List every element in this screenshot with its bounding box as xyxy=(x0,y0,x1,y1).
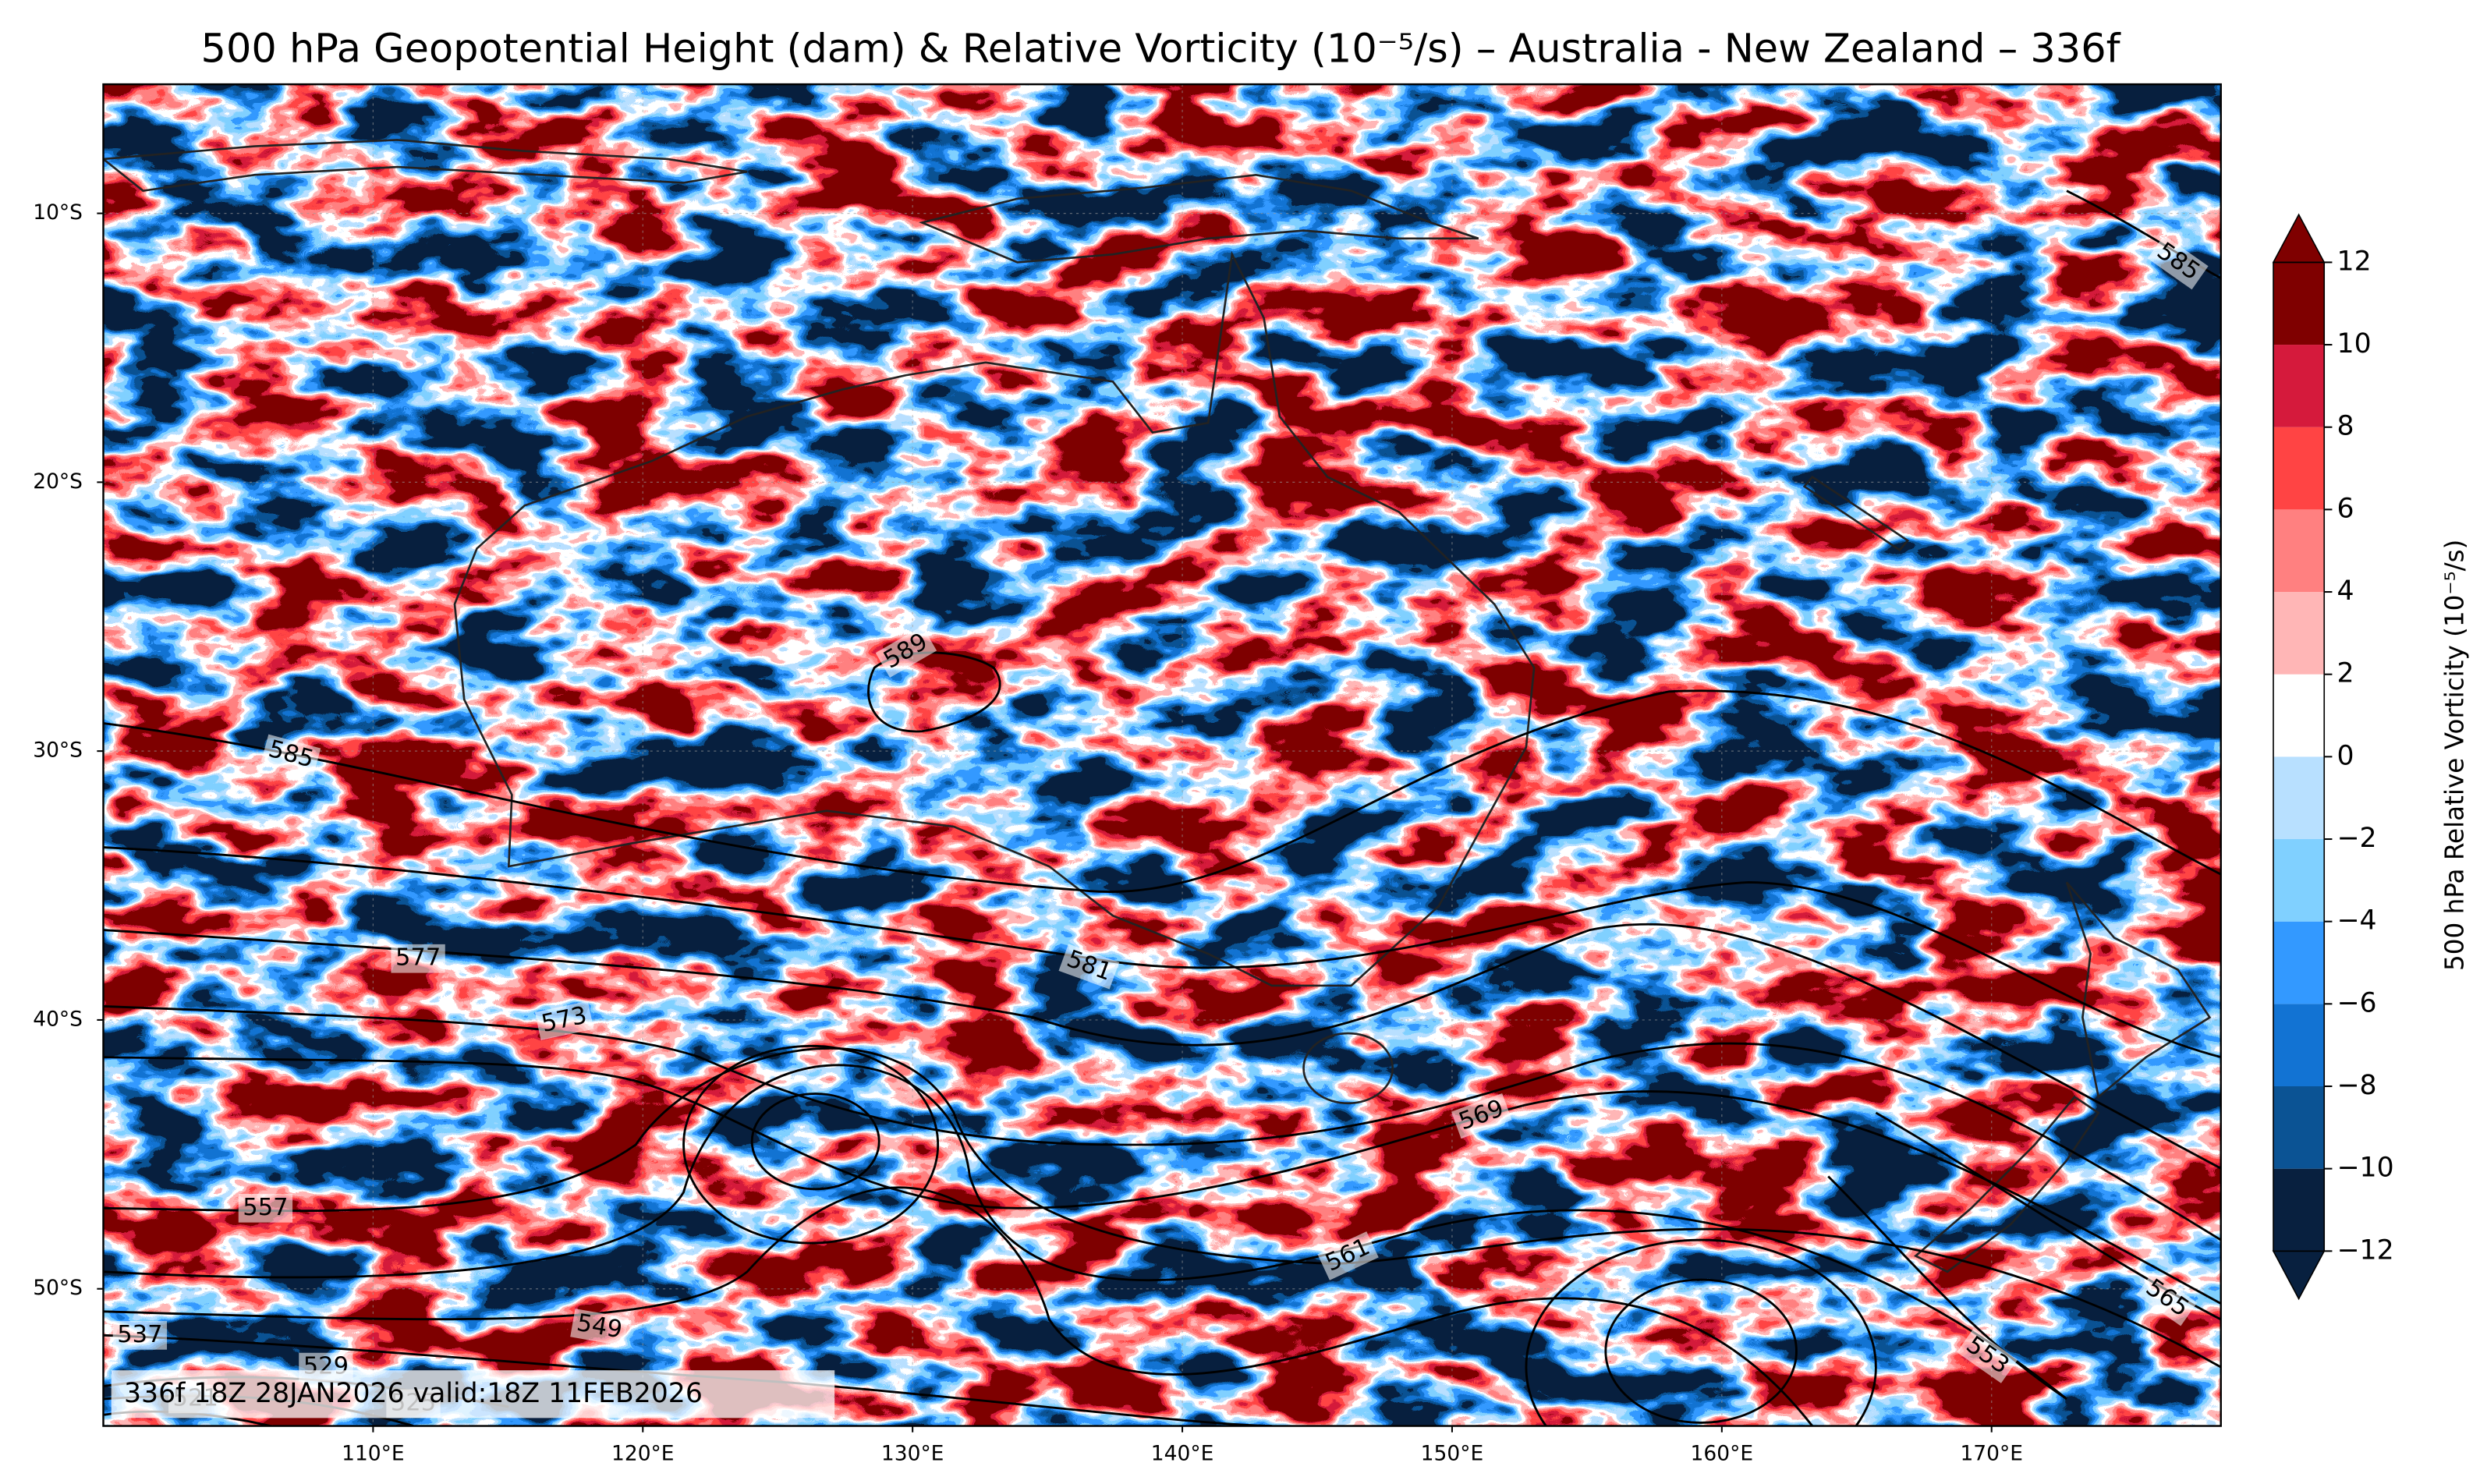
colorbar-tick-label: −6 xyxy=(2337,987,2377,1018)
colorbar-bin xyxy=(2273,756,2325,840)
contour-line xyxy=(103,1056,2221,1305)
lat-tick-label: 30°S xyxy=(33,738,83,763)
colorbar-bin xyxy=(2273,509,2325,593)
coastlines xyxy=(103,139,2212,1273)
contour-label-bg xyxy=(112,1321,168,1350)
contour-label-group: 537 xyxy=(112,1321,168,1350)
colorbar: −12 −10 −8 −6 −4 −2 0 2 4 6 8 10 12 xyxy=(2272,213,2394,1301)
lon-tick-label: 130°E xyxy=(881,1442,944,1466)
colorbar-extend-low xyxy=(2272,1250,2326,1301)
colorbar-tick-label: −4 xyxy=(2337,905,2377,937)
map-frame xyxy=(102,83,2222,1427)
colorbar-tick-label: 12 xyxy=(2337,246,2372,277)
colorbar-bin xyxy=(2273,592,2325,675)
contour-line xyxy=(103,1064,2067,1401)
colorbar-tick-label: 10 xyxy=(2337,328,2372,359)
colorbar-tick-label: −12 xyxy=(2337,1234,2394,1266)
contour-line xyxy=(1827,1175,2067,1401)
lat-tick-label: 10°S xyxy=(33,200,83,225)
colorbar-tick-label: 8 xyxy=(2337,411,2354,442)
lat-tick-label: 50°S xyxy=(33,1276,83,1300)
low-center-ring xyxy=(750,1093,880,1191)
colorbar-bin xyxy=(2273,1086,2325,1169)
lon-tick-label: 160°E xyxy=(1691,1442,1754,1466)
contour-line xyxy=(867,651,1001,733)
contour-label-bg xyxy=(534,1001,594,1040)
colorbar-bin xyxy=(2273,674,2325,757)
contour-label-bg xyxy=(391,944,445,973)
colorbar-tick-label: −8 xyxy=(2337,1070,2377,1101)
colorbar-bin xyxy=(2273,1004,2325,1086)
new-caledonia-coast xyxy=(1802,475,1910,552)
lon-tick-label: 170°E xyxy=(1960,1442,2023,1466)
contour-label: 577 xyxy=(395,944,441,972)
new-zealand-south xyxy=(1913,1095,2100,1273)
colorbar-tick-label: 6 xyxy=(2337,493,2354,524)
lon-tick-label: 140°E xyxy=(1151,1442,1214,1466)
contour-label-bg xyxy=(570,1309,629,1347)
low-center-ring xyxy=(682,1044,940,1245)
colorbar-bin xyxy=(2273,262,2325,345)
lat-tick-label: 40°S xyxy=(33,1007,83,1031)
contour-label-bg xyxy=(1957,1328,2018,1383)
colorbar-bin xyxy=(2273,427,2325,510)
australia-coast xyxy=(453,250,1536,987)
contour-line xyxy=(103,689,2221,893)
colorbar-tick-label: 4 xyxy=(2337,576,2354,607)
contour-label-bg xyxy=(238,1193,293,1223)
contour-label-bg xyxy=(2136,1271,2198,1326)
contour-label: 537 xyxy=(117,1321,162,1348)
contour-label: 557 xyxy=(243,1194,288,1221)
lon-tick-label: 120°E xyxy=(611,1442,675,1466)
new-guinea-coast xyxy=(919,173,1479,264)
colorbar-extend-high xyxy=(2272,213,2326,264)
colorbar-tick-label: 0 xyxy=(2337,740,2354,771)
lat-tick-label: 20°S xyxy=(33,469,83,494)
colorbar-bin xyxy=(2273,839,2325,922)
contour-label-bg xyxy=(1058,944,1120,990)
contour-label-bg xyxy=(1451,1093,1512,1139)
colorbar-tick-label: 2 xyxy=(2337,658,2354,689)
contour-label-group: 569 xyxy=(1451,1093,1512,1139)
footer: 336f 18Z 28JAN2026 valid:18Z 11FEB2026 xyxy=(124,1378,703,1409)
graticule xyxy=(103,84,2221,1426)
contour-label-group: 577 xyxy=(391,944,445,973)
colorbar-bin xyxy=(2273,1168,2325,1252)
contour-line xyxy=(103,1047,2221,1369)
tasmania-coast xyxy=(1302,1032,1394,1105)
title: 500 hPa Geopotential Height (dam) & Rela… xyxy=(201,26,2121,72)
contour-label-group: 557 xyxy=(238,1193,293,1223)
low-center-ring xyxy=(1604,1278,1798,1424)
map-area: 5855775735575495375815695615655535895855… xyxy=(103,84,2221,1426)
indonesia-coast xyxy=(103,139,748,193)
low-center-ring xyxy=(1525,1238,1877,1426)
contour-label-bg xyxy=(260,734,321,777)
contour-label-bg xyxy=(875,625,937,678)
lon-tick-label: 110°E xyxy=(342,1442,405,1466)
colorbar-bin xyxy=(2273,345,2325,427)
colorbar-tick-label: −2 xyxy=(2337,823,2377,854)
contour-label-bg xyxy=(1317,1231,1379,1280)
contour-label-group: 549 xyxy=(570,1309,629,1347)
contour-line xyxy=(103,1186,1813,1426)
new-zealand-north xyxy=(2065,881,2212,1100)
contour-line xyxy=(103,923,2221,1170)
colorbar-tick-label: −10 xyxy=(2337,1153,2394,1184)
contour-label-bg xyxy=(2147,235,2209,290)
lon-tick-label: 150°E xyxy=(1421,1442,1484,1466)
colorbar-bin xyxy=(2273,921,2325,1004)
colorbar-label: 500 hPa Relative Vorticity (10⁻⁵/s) xyxy=(2439,540,2469,971)
footer-box xyxy=(111,1370,835,1418)
vorticity-field xyxy=(103,84,2221,1426)
contour-line xyxy=(103,846,2221,1059)
